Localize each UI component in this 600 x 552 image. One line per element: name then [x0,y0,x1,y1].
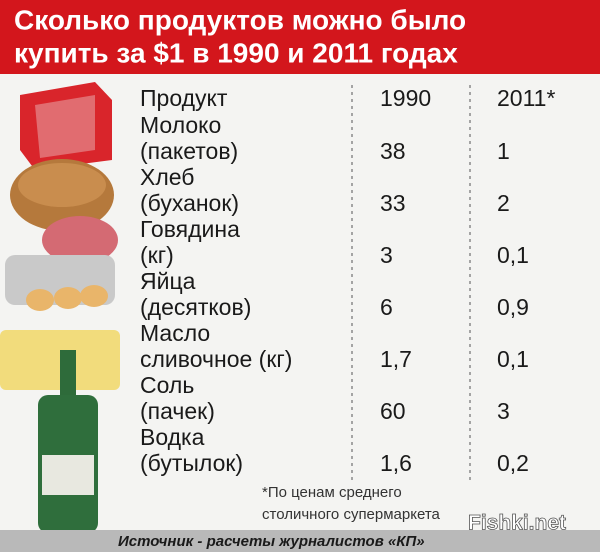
carton-label [35,95,95,158]
value-2011: 3 [497,398,510,424]
title-line: Сколько продуктов можно было [14,4,466,35]
footnote: столичного супермаркета [262,506,441,523]
value-2011: 0,9 [497,294,529,320]
product-name: Соль [140,372,194,398]
bottle-neck [60,350,76,400]
product-name: Хлеб [140,164,194,190]
bottle-label [42,455,94,495]
footnote: *По ценам среднего [262,484,402,501]
value-1990: 1,6 [380,450,412,476]
watermark: Fishki.net [468,512,566,535]
title-line: купить за $1 в 1990 и 2011 годах [14,37,458,68]
egg [54,287,82,309]
product-name: (пакетов) [140,138,238,164]
bread-top [18,163,106,207]
product-name: (пачек) [140,398,215,424]
value-2011: 0,1 [497,346,529,372]
egg [80,285,108,307]
value-1990: 6 [380,294,393,320]
value-2011: 2 [497,190,510,216]
product-name: Молоко [140,112,221,138]
egg [26,289,54,311]
column-header: Продукт [140,85,228,111]
product-name: Яйца [140,268,196,294]
value-2011: 1 [497,138,510,164]
value-1990: 60 [380,398,406,424]
value-1990: 3 [380,242,393,268]
column-header: 1990 [380,85,431,111]
table: Продукт 1990 2011*Молоко(пакетов) 38 1Хлеб(б… [140,85,555,476]
header-band [0,0,600,74]
product-name: (кг) [140,242,174,268]
value-1990: 33 [380,190,406,216]
column-header: 2011* [497,85,555,111]
product-name: сливочное (кг) [140,346,292,372]
meat [42,216,118,264]
product-name: Водка [140,424,205,450]
milk-carton [20,82,112,170]
source-bar [0,530,600,552]
illustrations [0,82,120,533]
product-name: Масло [140,320,210,346]
value-2011: 0,2 [497,450,529,476]
product-name: (бутылок) [140,450,243,476]
value-2011: 0,1 [497,242,529,268]
value-1990: 38 [380,138,406,164]
product-name: (десятков) [140,294,251,320]
source: Источник - расчеты журналистов «КП» [118,533,425,550]
product-name: (буханок) [140,190,239,216]
value-1990: 1,7 [380,346,412,372]
product-name: Говядина [140,216,240,242]
